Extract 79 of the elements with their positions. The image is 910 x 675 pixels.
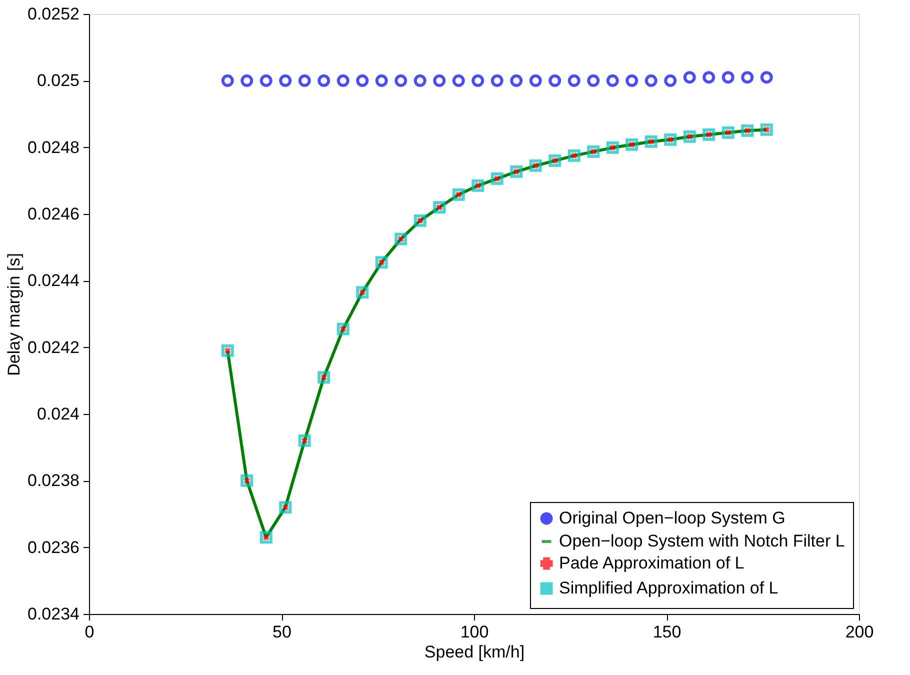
- point: [548, 154, 562, 167]
- point: [452, 188, 465, 201]
- legend-label: Pade Approximation of L: [559, 554, 744, 572]
- y-tick-label: 0.0238: [28, 471, 80, 490]
- point: [279, 74, 292, 87]
- y-tick-label: 0.0236: [28, 538, 80, 557]
- point: [722, 71, 734, 84]
- point: [279, 501, 292, 514]
- point: [298, 434, 311, 447]
- y-tick-label: 0.024: [36, 404, 80, 424]
- point: [606, 74, 619, 87]
- point: [760, 71, 773, 84]
- point: [683, 130, 696, 143]
- point: [606, 141, 619, 154]
- point: [626, 74, 638, 87]
- point: [240, 74, 254, 87]
- point: [568, 149, 580, 162]
- point: [664, 133, 677, 146]
- point: [510, 74, 523, 87]
- point: [240, 474, 254, 487]
- point: [490, 172, 504, 185]
- y-tick-label: 0.0248: [28, 138, 80, 157]
- point: [356, 74, 369, 87]
- point: [356, 286, 369, 299]
- point: [548, 74, 562, 87]
- point: [260, 531, 272, 544]
- point: [760, 123, 773, 136]
- point: [318, 74, 330, 87]
- point: [472, 74, 484, 87]
- point: [221, 74, 234, 87]
- point: [568, 74, 580, 87]
- y-tick-label: 0.0234: [28, 604, 80, 624]
- point: [722, 126, 734, 139]
- point: [452, 74, 465, 87]
- point: [664, 74, 677, 87]
- point: [490, 74, 504, 87]
- point: [741, 124, 754, 137]
- x-tick-label: 50: [272, 622, 292, 642]
- point: [472, 179, 484, 192]
- x-tick-label: 150: [652, 622, 682, 642]
- y-tick-label: 0.025: [36, 71, 80, 90]
- x-tick-label: 0: [84, 622, 94, 642]
- y-tick-label: 0.0242: [28, 338, 80, 357]
- x-tick-label: 200: [845, 622, 874, 642]
- point: [683, 71, 696, 84]
- y-axis-title: Delay margin [s]: [4, 253, 24, 376]
- y-tick-label: 0.0252: [28, 4, 80, 24]
- point: [529, 159, 542, 172]
- point: [318, 371, 330, 384]
- x-tick-label: 100: [460, 622, 489, 642]
- point: [644, 74, 658, 87]
- x-axis-title: Speed [km/h]: [424, 642, 525, 662]
- point: [702, 71, 716, 84]
- point: [433, 201, 446, 214]
- point: [298, 74, 311, 87]
- point: [702, 128, 716, 141]
- y-tick-label: 0.0244: [28, 271, 80, 290]
- point: [626, 138, 638, 151]
- point: [529, 74, 542, 87]
- point: [260, 74, 272, 87]
- point: [336, 74, 350, 87]
- point: [587, 145, 600, 158]
- point: [510, 165, 523, 178]
- point: [221, 344, 234, 357]
- point: [433, 74, 446, 87]
- point: [741, 71, 754, 84]
- point: [414, 74, 426, 87]
- legend-label: Original Open−loop System G: [559, 508, 786, 528]
- point: [414, 214, 426, 227]
- point: [336, 322, 350, 336]
- point: [394, 232, 408, 246]
- point: [644, 135, 658, 148]
- point: [375, 256, 388, 269]
- point: [394, 74, 408, 87]
- legend-label: Simplified Approximation of L: [559, 578, 778, 598]
- point: [587, 74, 600, 87]
- point: [375, 74, 388, 87]
- legend-label: Open−loop System with Notch Filter L: [559, 532, 845, 550]
- y-tick-label: 0.0246: [28, 204, 80, 224]
